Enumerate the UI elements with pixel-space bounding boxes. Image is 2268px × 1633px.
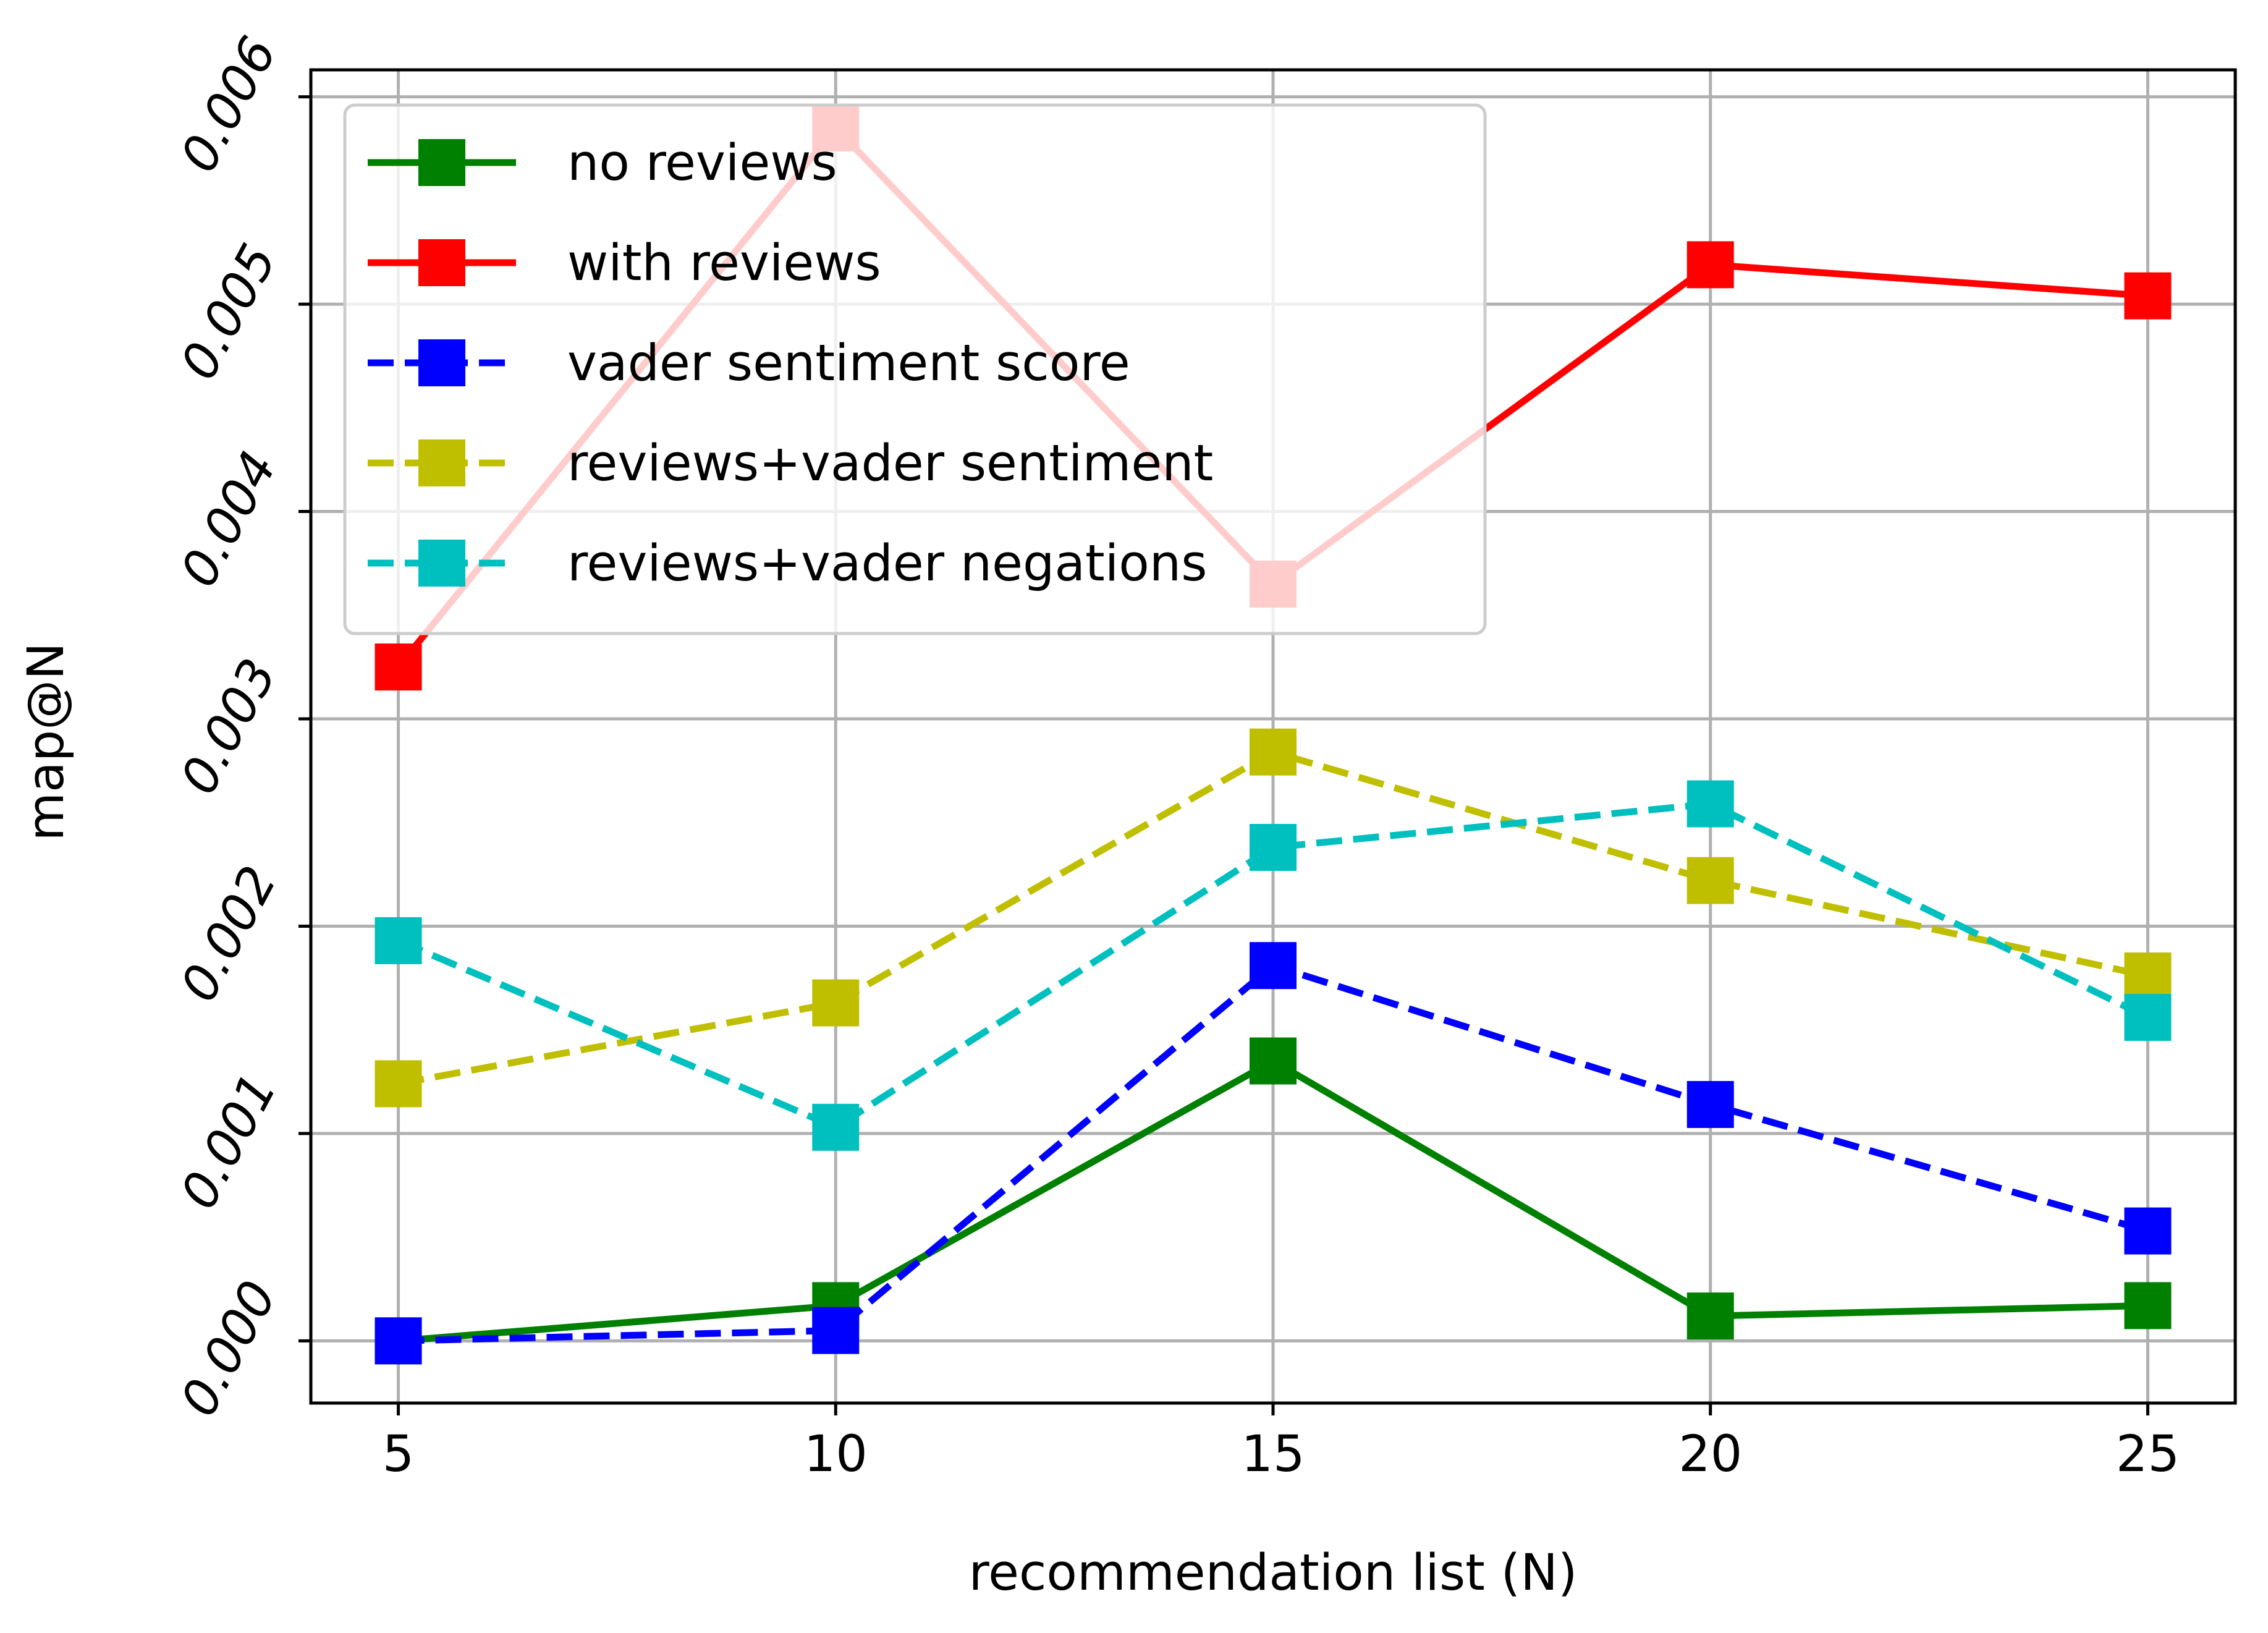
data-point [374, 1317, 422, 1365]
legend-box [343, 103, 1487, 635]
legend-marker [418, 439, 465, 486]
data-point [1686, 1292, 1734, 1340]
x-tick-label: 5 [383, 1425, 415, 1483]
x-tick-label: 15 [1241, 1425, 1305, 1483]
series-reviews-vader-sentiment [374, 728, 2172, 1108]
x-tick-label: 10 [804, 1425, 868, 1483]
data-point [2124, 1282, 2172, 1330]
data-point [1250, 1037, 1297, 1085]
y-axis-title: map@N [17, 642, 75, 841]
y-tick-label: 0.000 [170, 1272, 289, 1426]
data-point [1686, 857, 1734, 904]
data-point [2124, 952, 2172, 999]
data-point [1250, 823, 1297, 871]
series-line [397, 800, 2149, 1131]
data-point [812, 979, 860, 1027]
legend-label: reviews+vader negations [567, 535, 1207, 593]
y-tick-label: 0.003 [170, 650, 289, 804]
data-point [1686, 780, 1734, 828]
legend-label: with reviews [567, 234, 881, 292]
y-tick-label: 0.001 [170, 1064, 289, 1218]
data-point [1250, 942, 1297, 990]
legend-marker [418, 540, 465, 587]
series-reviews-vader-negations [374, 780, 2172, 1151]
x-axis-title: recommendation list (N) [969, 1544, 1578, 1602]
data-point [374, 1060, 422, 1108]
x-tick-label: 25 [2116, 1425, 2180, 1483]
y-tick-label: 0.004 [170, 443, 289, 596]
data-point [2124, 994, 2172, 1041]
legend: no reviews with reviews vader sentiment sc… [343, 103, 1487, 635]
data-point [812, 1103, 860, 1151]
data-point [374, 643, 422, 691]
legend-label: reviews+vader sentiment [567, 435, 1213, 493]
legend-marker [418, 139, 465, 186]
y-tick-label: 0.005 [170, 235, 289, 389]
data-point [812, 1307, 860, 1354]
legend-marker [418, 339, 465, 386]
data-point [1250, 728, 1297, 776]
data-point [2124, 272, 2172, 320]
legend-marker [418, 239, 465, 286]
data-point [2124, 1207, 2172, 1255]
y-tick-label: 0.002 [170, 857, 289, 1011]
series-vader-sentiment-score [374, 942, 2172, 1365]
x-tick-label: 20 [1678, 1425, 1742, 1483]
y-tick-label: 0.006 [170, 28, 289, 182]
data-point [1686, 1080, 1734, 1128]
legend-label: vader sentiment score [567, 334, 1130, 392]
data-point [1686, 241, 1734, 289]
series-layer [374, 104, 2172, 1365]
data-point [374, 917, 422, 964]
legend-label: no reviews [567, 134, 837, 192]
